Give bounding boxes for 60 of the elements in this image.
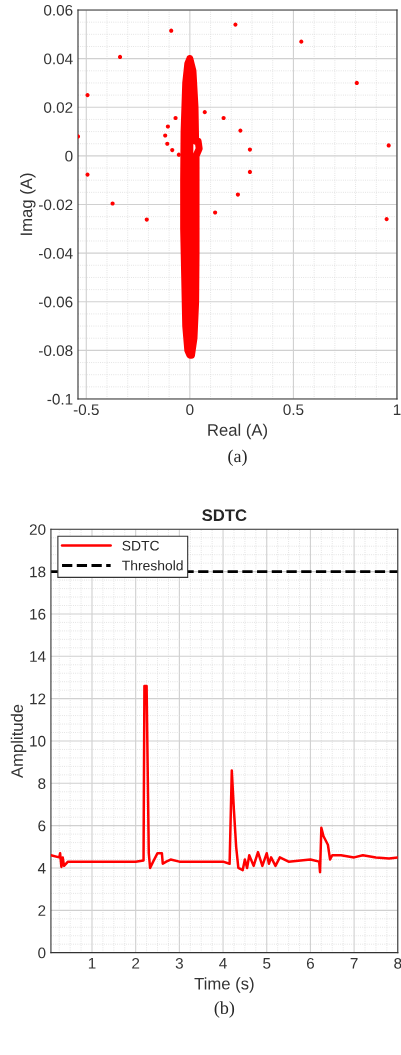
- x-tick-label: 0: [186, 404, 194, 416]
- y-tick-label: 14: [30, 651, 46, 662]
- y-tick-label: 12: [30, 693, 46, 705]
- y-tick-label: 10: [30, 735, 46, 747]
- point: [354, 80, 359, 86]
- point: [299, 39, 304, 44]
- x-tick-label: 4: [219, 958, 227, 969]
- point: [247, 169, 252, 175]
- x-tick-label: 5: [263, 958, 271, 969]
- point: [221, 115, 226, 121]
- point: [169, 28, 174, 33]
- x-tick-label: 1: [393, 404, 401, 415]
- y-tick-label: 8: [38, 778, 46, 789]
- point: [213, 210, 218, 215]
- y-tick-label: 0: [65, 150, 73, 162]
- y-tick-label: 18: [30, 566, 46, 578]
- x-tick-label: 1: [88, 958, 96, 969]
- y-tick-label: 2: [38, 905, 46, 916]
- point: [202, 110, 207, 115]
- point: [85, 93, 90, 98]
- point: [163, 133, 168, 138]
- point: [247, 147, 252, 152]
- y-tick-label: 0.04: [44, 53, 73, 65]
- legend-label: SDTC: [122, 540, 160, 551]
- x-tick-label: 2: [132, 957, 140, 969]
- x-axis-title: Time (s): [194, 977, 254, 993]
- point: [170, 147, 175, 153]
- x-tick-label: 8: [394, 957, 401, 969]
- y-tick-label: 20: [29, 524, 46, 535]
- point: [165, 141, 170, 146]
- y-tick-label: 0: [38, 947, 46, 959]
- x-tick-label: 3: [175, 957, 183, 969]
- y-tick-label: 6: [38, 820, 46, 832]
- y-tick-label: -0.1: [47, 393, 73, 405]
- x-axis-title: Real (A): [208, 423, 268, 440]
- y-axis-title: Imag (A): [20, 173, 36, 235]
- y-tick-label: 0.06: [44, 4, 73, 16]
- x-tick-label: -0.5: [73, 404, 99, 416]
- y-tick-label: 16: [30, 608, 46, 620]
- ref-line-label: Threshold: [122, 560, 183, 571]
- x-tick-label: 7: [350, 958, 358, 969]
- y-tick-label: 0.02: [44, 102, 73, 113]
- chart-title: SDTC: [202, 509, 247, 522]
- text: (b): [214, 1001, 235, 1018]
- y-tick-label: -0.04: [38, 248, 73, 259]
- y-tick-label: -0.06: [38, 296, 73, 308]
- y-axis-title: Amplitude: [10, 704, 27, 778]
- point: [384, 217, 389, 222]
- point: [117, 54, 123, 60]
- x-tick-label: 6: [306, 957, 314, 969]
- line-series: [50, 684, 398, 874]
- y-tick-label: -0.08: [38, 345, 73, 357]
- point: [173, 115, 178, 121]
- x-tick-label: 0.5: [283, 404, 304, 416]
- text: (a): [228, 449, 247, 466]
- point: [77, 134, 81, 139]
- point: [235, 192, 240, 197]
- y-tick-label: 4: [37, 863, 46, 874]
- y-tick-label: -0.02: [38, 199, 73, 211]
- point: [165, 124, 170, 129]
